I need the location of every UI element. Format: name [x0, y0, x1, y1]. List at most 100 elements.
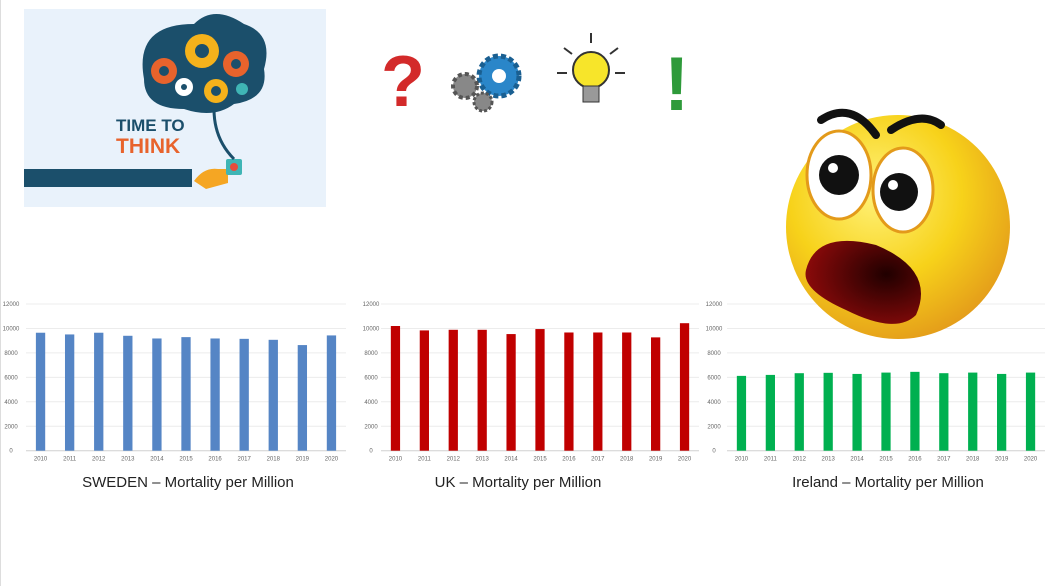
bar-2014 — [152, 338, 162, 451]
time-to-think-illustration: TIME TO THINK — [24, 9, 326, 207]
y-tick-label: 2000 — [707, 424, 721, 430]
x-tick-label: 2014 — [150, 457, 164, 463]
x-tick-label: 2012 — [92, 457, 106, 463]
x-tick-label: 2020 — [1024, 457, 1038, 463]
svg-text:!: ! — [664, 42, 689, 120]
y-tick-label: 0 — [9, 449, 13, 455]
x-tick-label: 2012 — [447, 457, 461, 463]
x-tick-label: 2019 — [649, 457, 663, 463]
illustration-text-line1: TIME TO — [116, 116, 185, 135]
x-tick-label: 2013 — [476, 457, 490, 463]
x-tick-label: 2012 — [793, 457, 807, 463]
x-tick-label: 2013 — [121, 457, 135, 463]
chart-title: UK – Mortality per Million — [435, 474, 602, 491]
x-tick-label: 2018 — [267, 457, 281, 463]
bar-2011 — [765, 374, 775, 451]
x-tick-label: 2011 — [418, 457, 432, 463]
x-tick-label: 2020 — [325, 457, 339, 463]
bar-2013 — [123, 335, 133, 451]
bar-2012 — [448, 329, 458, 451]
bar-2013 — [823, 372, 833, 451]
x-tick-label: 2015 — [533, 457, 547, 463]
thinking-symbols-image: ? ! — [359, 28, 727, 127]
exclamation-mark-icon: ! — [664, 42, 689, 127]
x-tick-label: 2010 — [389, 457, 403, 463]
x-tick-label: 2018 — [620, 457, 634, 463]
x-tick-label: 2010 — [735, 457, 749, 463]
y-tick-label: 12000 — [706, 302, 723, 308]
bar-2012 — [94, 332, 104, 451]
x-tick-label: 2017 — [238, 457, 252, 463]
bar-2017 — [939, 373, 949, 451]
y-tick-label: 10000 — [363, 326, 380, 332]
x-tick-label: 2014 — [504, 457, 518, 463]
x-tick-label: 2015 — [879, 457, 893, 463]
x-tick-label: 2016 — [208, 457, 222, 463]
x-tick-label: 2018 — [966, 457, 980, 463]
bar-2015 — [881, 372, 891, 451]
x-tick-label: 2019 — [296, 457, 310, 463]
x-tick-label: 2011 — [764, 457, 778, 463]
bar-2014 — [852, 373, 862, 451]
x-tick-label: 2017 — [591, 457, 605, 463]
bar-2014 — [506, 334, 516, 451]
bar-2019 — [651, 337, 661, 451]
y-tick-label: 6000 — [4, 375, 18, 381]
bar-2016 — [910, 371, 920, 451]
bar-2013 — [477, 329, 487, 451]
y-tick-label: 4000 — [707, 400, 721, 406]
bar-2015 — [535, 329, 545, 451]
bar-2017 — [593, 332, 603, 451]
bar-2010 — [736, 375, 747, 451]
bar-2019 — [297, 345, 308, 451]
bar-2015 — [181, 337, 191, 451]
bar-2011 — [64, 334, 75, 451]
y-tick-label: 8000 — [707, 351, 721, 357]
x-tick-label: 2017 — [937, 457, 951, 463]
y-tick-label: 10000 — [3, 326, 20, 332]
question-mark-icon: ? — [381, 42, 425, 122]
bar-2020 — [1025, 372, 1036, 451]
bar-2020 — [326, 335, 337, 451]
bar-2011 — [419, 330, 429, 451]
bar-2019 — [997, 373, 1007, 451]
y-tick-label: 10000 — [706, 326, 723, 332]
x-tick-label: 2013 — [822, 457, 836, 463]
x-tick-label: 2019 — [995, 457, 1009, 463]
y-tick-label: 0 — [712, 449, 716, 455]
lightbulb-icon — [557, 33, 625, 103]
bar-2017 — [239, 338, 249, 451]
x-tick-label: 2015 — [179, 457, 193, 463]
chart-0: 0 2000 4000 6000 8000 10000 12000 2010 2011 2012 2… — [3, 302, 346, 491]
y-tick-label: 2000 — [364, 424, 378, 430]
bar-2010 — [390, 326, 401, 451]
bar-2016 — [210, 338, 220, 451]
bar-2018 — [622, 332, 632, 451]
x-tick-label: 2010 — [34, 457, 48, 463]
bar-2010 — [35, 332, 46, 451]
y-tick-label: 8000 — [4, 351, 18, 357]
y-tick-label: 4000 — [4, 400, 18, 406]
bar-2018 — [968, 372, 978, 451]
y-tick-label: 0 — [369, 449, 373, 455]
chart-1: 0 2000 4000 6000 8000 10000 12000 2010 2011 2012 2… — [363, 302, 699, 491]
x-tick-label: 2020 — [678, 457, 692, 463]
chart-title: SWEDEN – Mortality per Million — [82, 474, 294, 491]
y-tick-label: 12000 — [363, 302, 380, 308]
gears-icon — [451, 53, 522, 113]
shocked-face-icon — [781, 100, 1016, 345]
chart-title: Ireland – Mortality per Million — [792, 474, 984, 491]
bar-2012 — [794, 373, 804, 451]
y-tick-label: 8000 — [364, 351, 378, 357]
bar-2018 — [268, 339, 278, 451]
y-tick-label: 6000 — [364, 375, 378, 381]
y-tick-label: 2000 — [4, 424, 18, 430]
x-tick-label: 2016 — [562, 457, 576, 463]
x-tick-label: 2014 — [850, 457, 864, 463]
x-tick-label: 2016 — [908, 457, 922, 463]
svg-text:?: ? — [381, 42, 425, 120]
y-tick-label: 4000 — [364, 400, 378, 406]
bar-2016 — [564, 332, 574, 451]
illustration-text-line2: THINK — [116, 135, 180, 158]
bar-2020 — [679, 323, 690, 451]
